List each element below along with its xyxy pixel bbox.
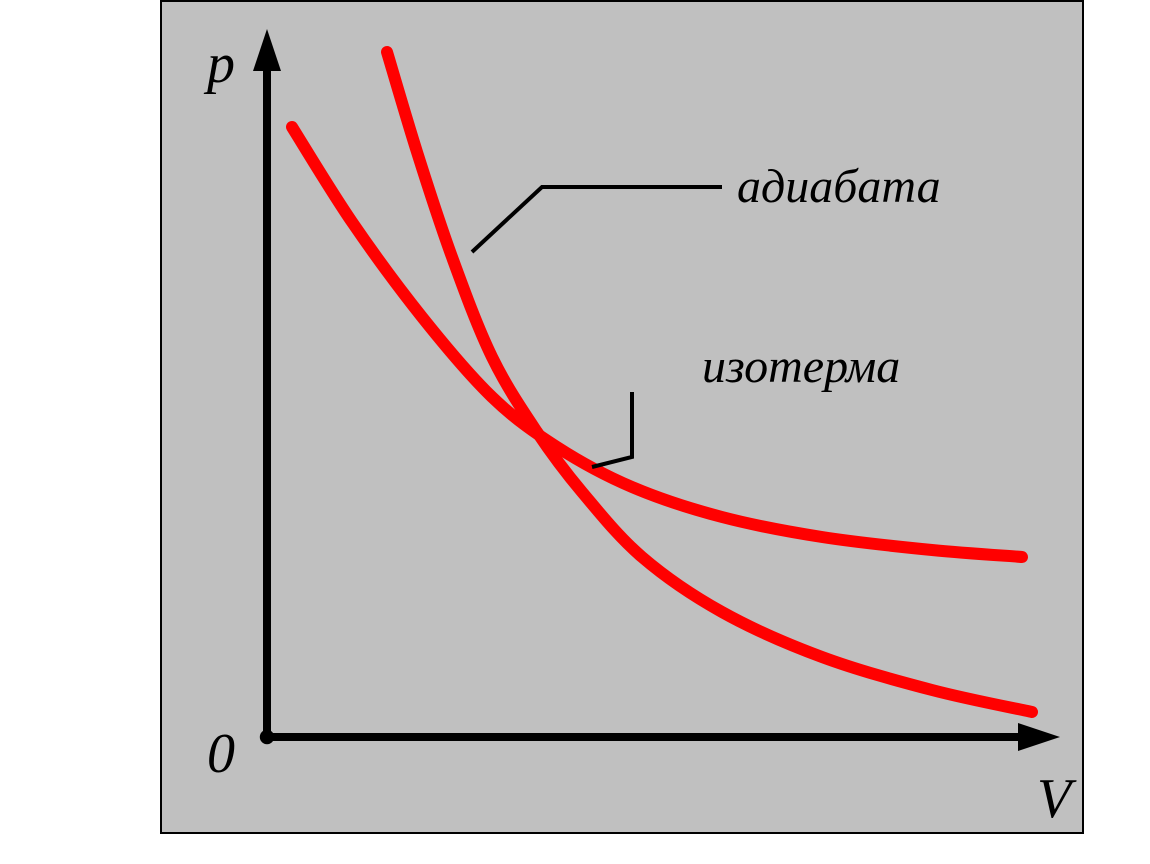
x-axis-arrow-icon bbox=[1018, 723, 1060, 751]
isotherm-label: изотерма bbox=[702, 340, 900, 393]
pv-diagram: p V 0 адиабата изотерма bbox=[162, 2, 1082, 832]
y-axis-label: p bbox=[203, 33, 235, 95]
y-axis-arrow-icon bbox=[253, 29, 281, 71]
axes bbox=[253, 29, 1060, 751]
origin-label: 0 bbox=[207, 723, 235, 785]
origin-dot bbox=[260, 730, 274, 744]
isotherm-callout-line bbox=[592, 392, 632, 467]
adiabat-label: адиабата bbox=[737, 160, 941, 213]
diagram-panel: p V 0 адиабата изотерма bbox=[160, 0, 1084, 834]
stage: p V 0 адиабата изотерма bbox=[0, 0, 1150, 864]
adiabat-callout-line bbox=[472, 187, 722, 252]
x-axis-label: V bbox=[1037, 768, 1077, 830]
